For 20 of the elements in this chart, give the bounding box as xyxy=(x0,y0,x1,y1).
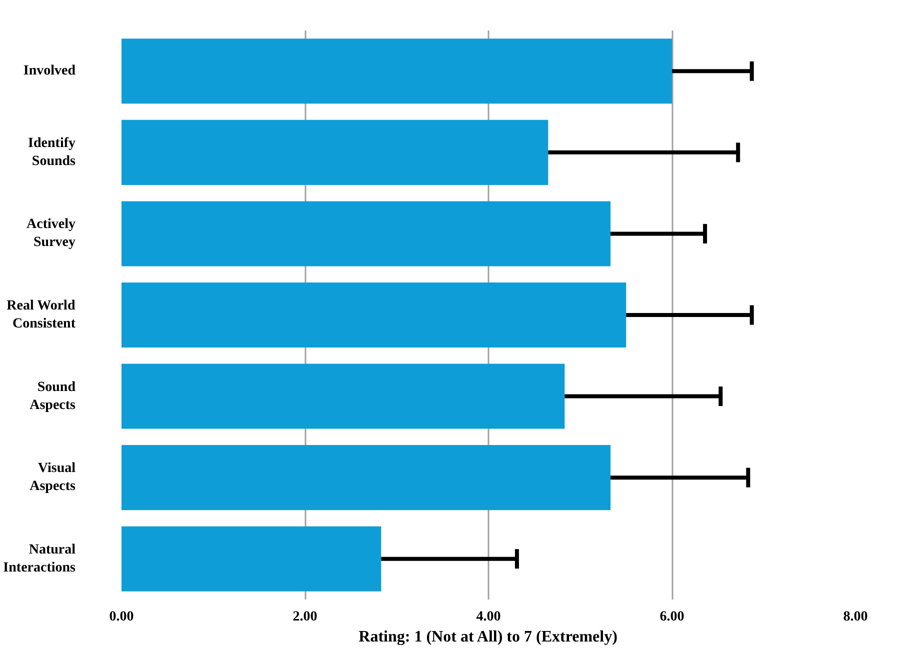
x-axis-title: Rating: 1 (Not at All) to 7 (Extremely) xyxy=(358,628,618,646)
y-tick-label: Real World Consistent xyxy=(6,298,76,332)
bar xyxy=(122,282,626,348)
x-tick-label: 8.00 xyxy=(843,610,868,624)
y-tick-label: Identify Sounds xyxy=(28,136,76,169)
bar xyxy=(122,201,611,266)
y-tick-label: Actively Survey xyxy=(26,217,76,250)
x-tick-label: 2.00 xyxy=(292,610,318,624)
x-tick-label: 0.00 xyxy=(109,610,134,624)
y-tick-label: Sound Aspects xyxy=(30,380,76,413)
bar xyxy=(122,526,382,592)
bar xyxy=(122,445,611,510)
x-tick-label: 6.00 xyxy=(660,610,684,624)
bar xyxy=(122,120,548,185)
x-tick-label: 4.00 xyxy=(476,610,501,624)
bar xyxy=(122,364,565,429)
bar xyxy=(122,38,672,104)
y-tick-label: Natural Interactions xyxy=(3,542,76,576)
y-tick-label: Visual Aspects xyxy=(30,461,76,494)
y-tick-label: Involved xyxy=(23,64,76,79)
